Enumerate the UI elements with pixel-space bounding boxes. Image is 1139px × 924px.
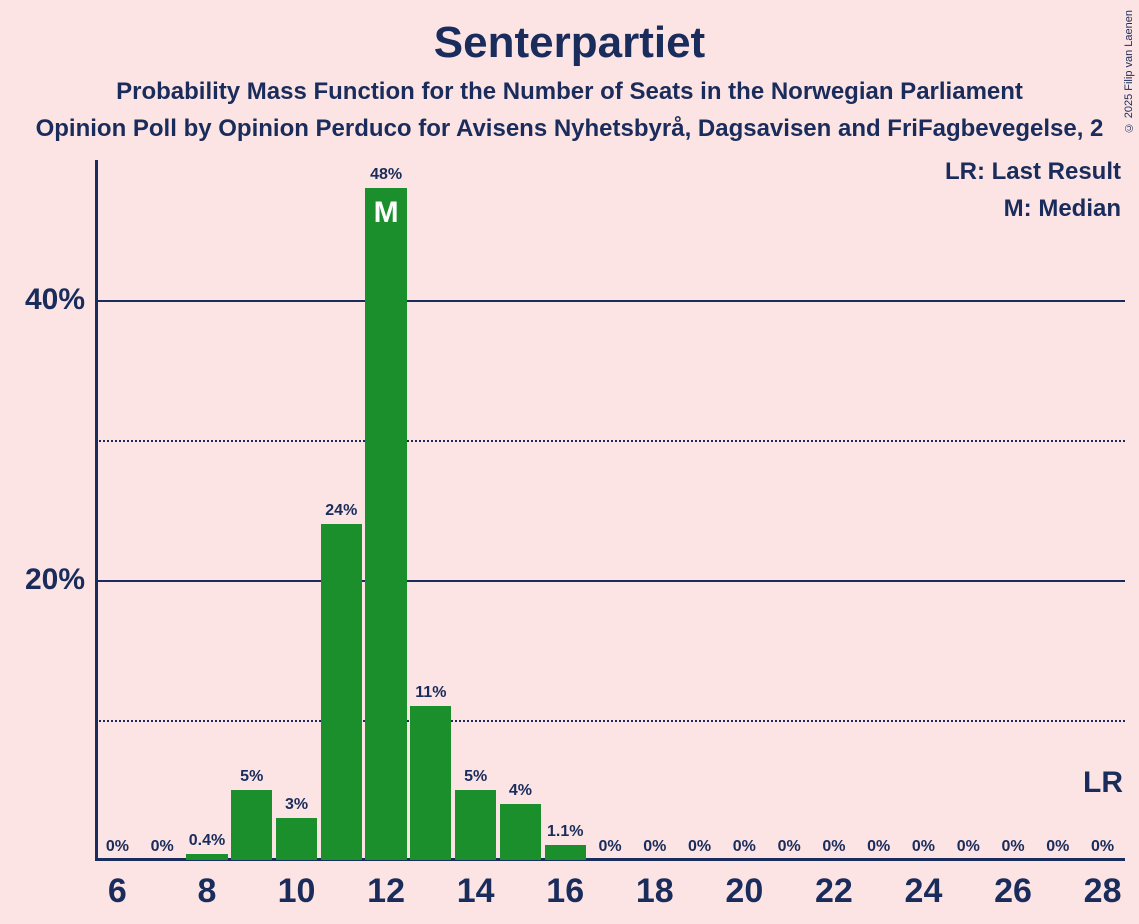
bar [545, 845, 586, 860]
last-result-marker: LR [1083, 766, 1123, 800]
bar-value-label: 0% [106, 838, 129, 856]
bar [321, 524, 362, 860]
bar-value-label: 4% [509, 782, 532, 800]
x-tick-label: 20 [725, 872, 763, 911]
bar-value-label: 0% [912, 838, 935, 856]
gridline-minor [95, 440, 1125, 442]
x-tick-label: 18 [636, 872, 674, 911]
x-tick-label: 22 [815, 872, 853, 911]
plot-area: 20%40%0%60%0.4%85%3%1024%48%1211%5%144%1… [95, 160, 1125, 860]
bar [500, 804, 541, 860]
bar-value-label: 0% [1046, 838, 1069, 856]
bar-value-label: 0% [643, 838, 666, 856]
bar [365, 188, 406, 860]
x-tick-label: 8 [197, 872, 216, 911]
bar-value-label: 0% [867, 838, 890, 856]
copyright-text: © 2025 Filip van Laenen [1123, 10, 1135, 133]
x-tick-label: 26 [994, 872, 1032, 911]
bar-value-label: 1.1% [547, 823, 583, 841]
bar-value-label: 48% [370, 166, 402, 184]
bar-value-label: 0% [957, 838, 980, 856]
chart-container: Senterpartiet Probability Mass Function … [0, 0, 1139, 924]
bar-value-label: 0% [151, 838, 174, 856]
bar-value-label: 0% [822, 838, 845, 856]
x-tick-label: 28 [1084, 872, 1122, 911]
bar-value-label: 5% [240, 768, 263, 786]
x-tick-label: 6 [108, 872, 127, 911]
gridline-major [95, 300, 1125, 302]
bar-value-label: 5% [464, 768, 487, 786]
median-marker: M [374, 196, 399, 230]
x-tick-label: 10 [278, 872, 316, 911]
gridline-minor [95, 720, 1125, 722]
bar-value-label: 0% [1091, 838, 1114, 856]
gridline-major [95, 580, 1125, 582]
x-tick-label: 12 [367, 872, 405, 911]
bar [231, 790, 272, 860]
bar [455, 790, 496, 860]
bar-value-label: 0% [778, 838, 801, 856]
chart-subtitle: Probability Mass Function for the Number… [0, 78, 1139, 106]
x-tick-label: 24 [905, 872, 943, 911]
chart-subtitle-2: Opinion Poll by Opinion Perduco for Avis… [0, 115, 1139, 143]
bar-value-label: 0% [598, 838, 621, 856]
chart-title: Senterpartiet [0, 18, 1139, 68]
bar-value-label: 3% [285, 796, 308, 814]
bar-value-label: 0% [688, 838, 711, 856]
y-tick-label: 40% [25, 283, 85, 317]
bar [276, 818, 317, 860]
bar-value-label: 0.4% [189, 832, 225, 850]
x-tick-label: 16 [546, 872, 584, 911]
bar-value-label: 24% [325, 502, 357, 520]
y-tick-label: 20% [25, 563, 85, 597]
y-axis [95, 160, 98, 860]
bar [186, 854, 227, 860]
bar-value-label: 0% [1001, 838, 1024, 856]
bar [410, 706, 451, 860]
bar-value-label: 0% [733, 838, 756, 856]
bar-value-label: 11% [415, 684, 446, 702]
x-tick-label: 14 [457, 872, 495, 911]
